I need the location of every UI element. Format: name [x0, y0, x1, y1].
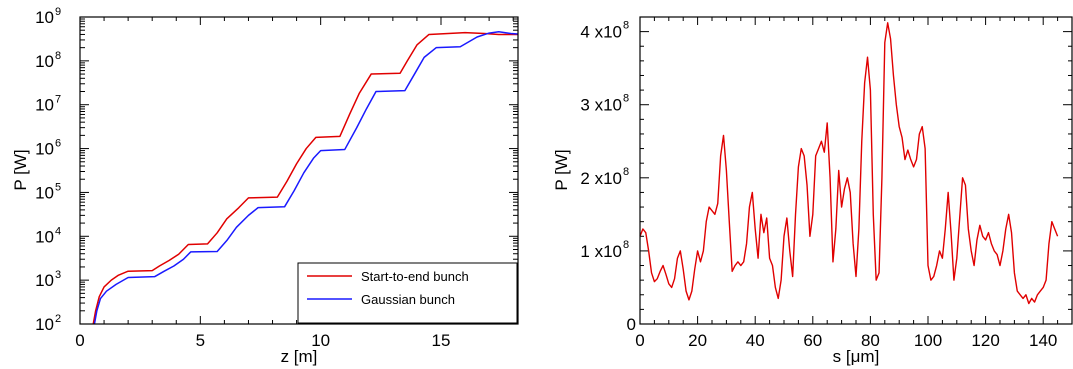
y-tick-exponent: 6 [55, 138, 61, 150]
y-tick-label: 10 [35, 52, 54, 71]
y-tick-label: 10 [35, 8, 54, 27]
x-tick-label: 100 [914, 331, 942, 350]
y-tick-label: 10 [35, 140, 54, 159]
y-tick-exponent: 8 [623, 93, 629, 105]
legend-label-gaussian: Gaussian bunch [361, 292, 455, 307]
left-plot-frame [79, 16, 519, 325]
y-tick-label: 3 x10 [580, 96, 622, 115]
right-plot-frame [639, 16, 1073, 325]
y-tick-label: 1 x10 [580, 242, 622, 261]
y-tick-label: 10 [35, 183, 54, 202]
right-x-tick-labels: 0 20 40 60 80 100 120 140 [635, 331, 1057, 350]
y-tick-label: 10 [35, 271, 54, 290]
series-line [639, 22, 1059, 305]
y-tick-exponent: 8 [623, 166, 629, 178]
right-ticks [639, 17, 1072, 325]
left-x-tick-labels: 0 5 10 15 [75, 331, 450, 350]
legend-label-start-to-end: Start-to-end bunch [361, 269, 469, 284]
y-tick-label: 10 [35, 227, 54, 246]
series-line [92, 31, 518, 325]
left-legend: Start-to-end bunch Gaussian bunch [297, 262, 518, 324]
y-tick-exponent: 3 [55, 269, 61, 281]
y-tick-exponent: 7 [55, 94, 61, 106]
left-x-axis-label: z [m] [281, 347, 318, 366]
x-tick-label: 15 [432, 331, 451, 350]
y-tick-label: 0 [627, 315, 636, 334]
series-line [93, 31, 519, 325]
x-tick-label: 5 [196, 331, 205, 350]
left-y-axis-label: P [W] [11, 149, 30, 190]
right-y-tick-labels: 01 x10 82 x10 83 x10 84 x10 8 [580, 20, 636, 334]
y-tick-label: 4 x10 [580, 23, 622, 42]
right-series [639, 22, 1059, 305]
right-x-axis-label: s [μm] [833, 347, 880, 366]
x-tick-label: 80 [861, 331, 880, 350]
x-tick-label: 60 [803, 331, 822, 350]
y-tick-exponent: 8 [55, 50, 61, 62]
y-tick-exponent: 4 [55, 225, 61, 237]
x-tick-label: 20 [688, 331, 707, 350]
x-tick-label: 0 [75, 331, 84, 350]
legend-box [297, 262, 518, 324]
y-tick-exponent: 8 [623, 239, 629, 251]
y-tick-exponent: 2 [55, 313, 61, 325]
y-tick-exponent: 5 [55, 181, 61, 193]
y-tick-exponent: 9 [55, 6, 61, 18]
x-tick-label: 140 [1029, 331, 1057, 350]
y-tick-label: 2 x10 [580, 169, 622, 188]
x-tick-label: 40 [746, 331, 765, 350]
left-series [92, 31, 519, 325]
x-tick-label: 0 [635, 331, 644, 350]
y-tick-exponent: 8 [623, 20, 629, 32]
x-tick-label: 120 [971, 331, 999, 350]
x-tick-label: 10 [311, 331, 330, 350]
right-y-axis-label: P [W] [552, 149, 571, 190]
y-tick-label: 10 [35, 315, 54, 334]
right-chart: 0 20 40 60 80 100 120 140 01 x10 82 x10 83 x10 84 … [552, 16, 1073, 366]
y-tick-label: 10 [35, 96, 54, 115]
